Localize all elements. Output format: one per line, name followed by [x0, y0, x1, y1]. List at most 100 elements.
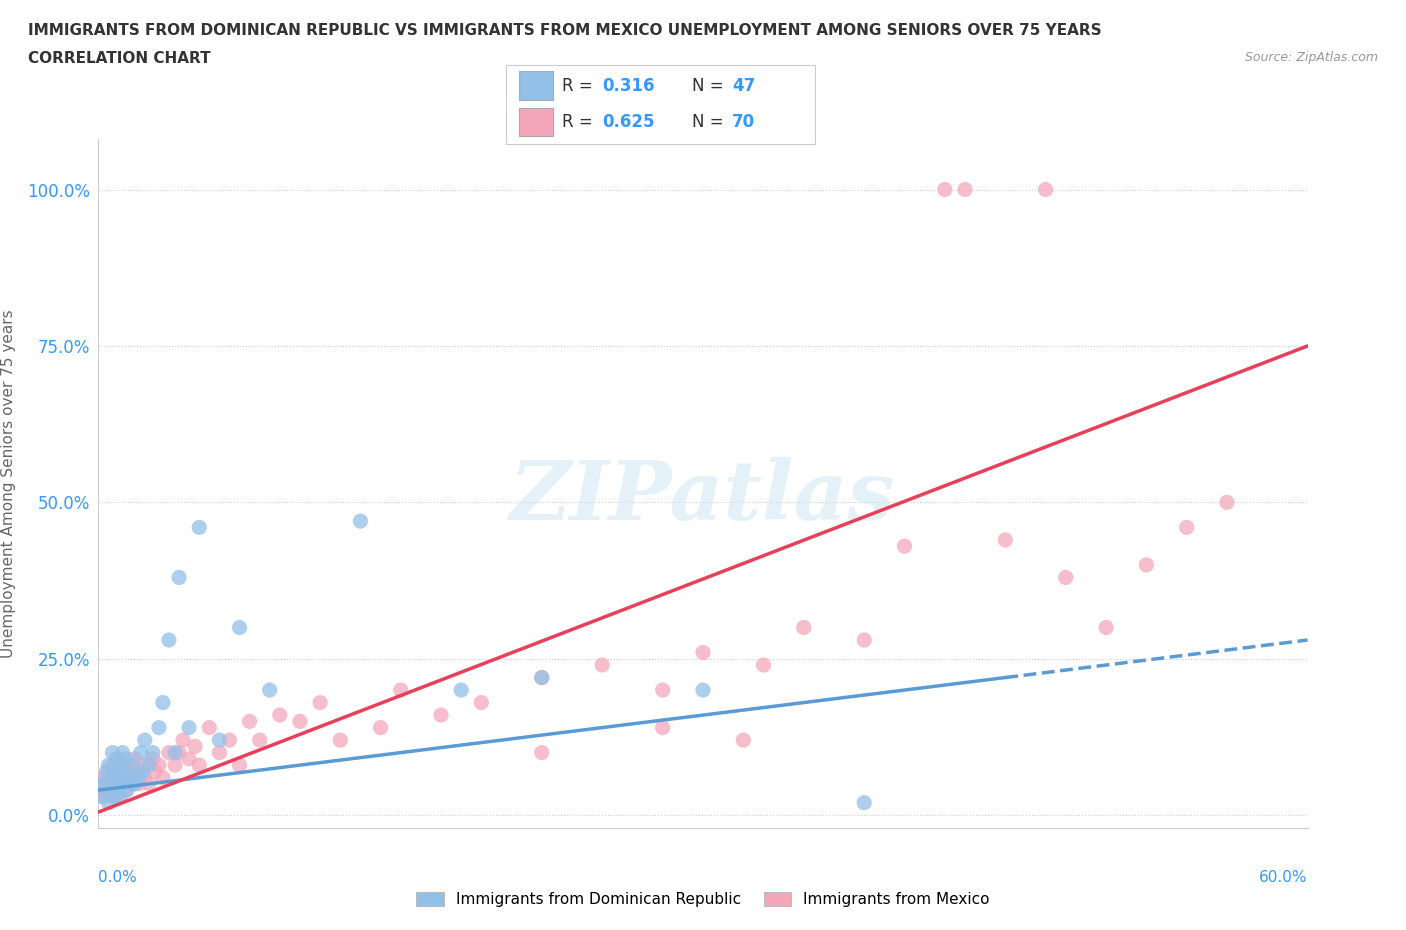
Text: 70: 70: [733, 113, 755, 131]
Point: [163, 758, 186, 773]
Point: [198, 720, 221, 735]
Bar: [519, 108, 553, 137]
Point: [96, 764, 118, 778]
Text: 60.0%: 60.0%: [1260, 870, 1308, 884]
Text: N =: N =: [692, 113, 728, 131]
Point: [188, 520, 211, 535]
Point: [134, 770, 156, 785]
Point: [96, 783, 118, 798]
Point: [591, 658, 613, 672]
Text: CORRELATION CHART: CORRELATION CHART: [28, 51, 211, 66]
Point: [142, 745, 165, 760]
Point: [125, 764, 148, 778]
Point: [329, 733, 352, 748]
Point: [288, 714, 311, 729]
Point: [107, 758, 129, 773]
Point: [91, 789, 114, 804]
Point: [103, 770, 125, 785]
Point: [228, 758, 250, 773]
Point: [101, 770, 124, 785]
Point: [157, 745, 180, 760]
Point: [853, 632, 876, 647]
Legend: Immigrants from Dominican Republic, Immigrants from Mexico: Immigrants from Dominican Republic, Immi…: [411, 885, 995, 913]
Point: [349, 513, 371, 528]
Point: [114, 758, 136, 773]
Point: [370, 720, 392, 735]
Point: [934, 182, 956, 197]
Point: [101, 745, 124, 760]
Point: [105, 777, 128, 791]
Point: [91, 789, 114, 804]
Point: [101, 789, 124, 804]
Point: [259, 683, 281, 698]
Text: R =: R =: [562, 76, 598, 95]
Text: 0.0%: 0.0%: [98, 870, 138, 884]
Point: [152, 770, 174, 785]
Text: N =: N =: [692, 76, 728, 95]
Y-axis label: Unemployment Among Seniors over 75 years: Unemployment Among Seniors over 75 years: [1, 310, 15, 658]
Point: [177, 751, 201, 766]
Point: [111, 777, 134, 791]
Point: [1135, 557, 1157, 572]
Point: [148, 720, 170, 735]
Text: IMMIGRANTS FROM DOMINICAN REPUBLIC VS IMMIGRANTS FROM MEXICO UNEMPLOYMENT AMONG : IMMIGRANTS FROM DOMINICAN REPUBLIC VS IM…: [28, 23, 1102, 38]
Point: [167, 745, 190, 760]
Bar: [519, 72, 553, 100]
Point: [128, 770, 150, 785]
Text: 47: 47: [733, 76, 755, 95]
Point: [188, 758, 211, 773]
Point: [107, 783, 129, 798]
Point: [118, 764, 141, 778]
Point: [692, 683, 714, 698]
Point: [309, 695, 332, 710]
Point: [105, 777, 128, 791]
Point: [733, 733, 755, 748]
Point: [100, 777, 122, 791]
Point: [239, 714, 262, 729]
Point: [953, 182, 976, 197]
Point: [853, 795, 876, 810]
Point: [121, 758, 143, 773]
Point: [110, 789, 132, 804]
Point: [110, 764, 132, 778]
Point: [107, 789, 129, 804]
Point: [172, 733, 194, 748]
Point: [97, 764, 120, 778]
Text: Source: ZipAtlas.com: Source: ZipAtlas.com: [1244, 51, 1378, 64]
Point: [93, 777, 115, 791]
Point: [101, 758, 124, 773]
Point: [114, 764, 136, 778]
Point: [208, 745, 231, 760]
Point: [128, 777, 150, 791]
Point: [163, 745, 186, 760]
Point: [1175, 520, 1198, 535]
Point: [218, 733, 240, 748]
Point: [138, 777, 160, 791]
Point: [118, 770, 141, 785]
Point: [152, 695, 174, 710]
Point: [97, 758, 120, 773]
Point: [124, 751, 146, 766]
Point: [110, 770, 132, 785]
Point: [111, 777, 134, 791]
Point: [1095, 620, 1118, 635]
Point: [651, 683, 673, 698]
Point: [120, 777, 142, 791]
Point: [142, 751, 165, 766]
Point: [208, 733, 231, 748]
Point: [1054, 570, 1077, 585]
Point: [103, 764, 125, 778]
Point: [93, 770, 115, 785]
Point: [1216, 495, 1239, 510]
Point: [115, 751, 138, 766]
Point: [470, 695, 492, 710]
Point: [87, 777, 110, 791]
Point: [132, 758, 155, 773]
Point: [100, 783, 122, 798]
Point: [530, 745, 553, 760]
Point: [177, 720, 201, 735]
Point: [129, 745, 152, 760]
Point: [530, 671, 553, 685]
Point: [430, 708, 453, 723]
Point: [793, 620, 815, 635]
